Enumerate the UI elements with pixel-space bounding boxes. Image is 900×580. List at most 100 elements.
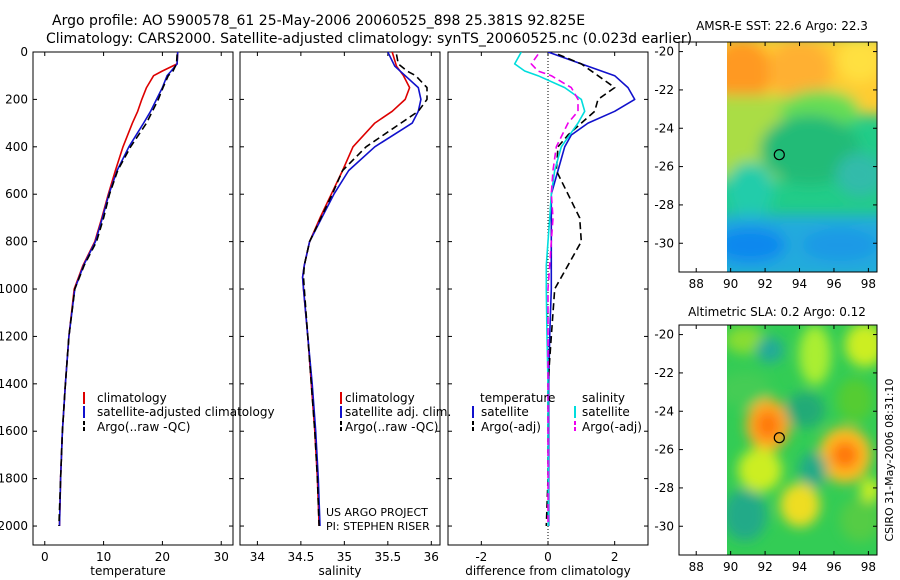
salinity-y-ticks [240, 51, 440, 527]
x-tick-label: 10 [96, 550, 111, 564]
map-x-tick-label: 88 [689, 560, 704, 574]
y-tick-label: 400 [5, 140, 28, 154]
difference-y-ticks [448, 51, 648, 527]
x-tick-label: 0 [544, 550, 552, 564]
legend-sal-argo-adj: Argo(-adj) [582, 420, 642, 434]
map-x-tick-label: 88 [689, 277, 704, 291]
legend-sal-satellite: satellite adj. clim. [345, 405, 451, 419]
sst-map-panel: AMSR-E SST: 22.6 Argo: 22.3 -20 -22 -24 -26… [654, 19, 878, 291]
y-tick-label: 1800 [0, 472, 28, 486]
difference-series [513, 52, 636, 527]
series-argo-raw-qc-line [302, 54, 428, 527]
x-tick-label: 34.5 [288, 550, 315, 564]
map-x-tick-label: 92 [757, 560, 772, 574]
map-y-tick-label: -28 [654, 198, 674, 212]
series-salinity-satellite-line [513, 52, 586, 526]
map-x-tick-label: 90 [723, 560, 738, 574]
series-salinity-argo-adj-line [530, 53, 579, 526]
y-tick-label: 600 [5, 187, 28, 201]
sst-argo-location-marker [773, 149, 785, 161]
map-x-tick-label: 90 [723, 277, 738, 291]
sla-map-title: Altimetric SLA: 0.2 Argo: 0.12 [688, 305, 866, 319]
x-tick-label: 35 [337, 550, 352, 564]
difference-xlabel: difference from climatology [465, 564, 631, 578]
legend-temp-satellite: satellite [481, 405, 529, 419]
sla-heatmap [727, 325, 877, 555]
temperature-legend: climatology satellite-adjusted climatolo… [83, 391, 275, 434]
map-y-tick-label: -22 [654, 366, 674, 380]
map-y-tick-label: -22 [654, 83, 674, 97]
legend-satellite-adjusted: satellite-adjusted climatology [97, 405, 275, 419]
legend-temperature-header: temperature [480, 391, 555, 405]
y-tick-label: 1600 [0, 424, 28, 438]
x-tick-label: 35.5 [374, 550, 401, 564]
x-tick-label: 2 [611, 550, 619, 564]
map-y-tick-label: -26 [654, 160, 674, 174]
temperature-panel: 0 200 400 600 800 1000 1200 1400 1600 1800 2000 0 1… [0, 45, 275, 578]
series-climatology-line [301, 52, 411, 527]
y-tick-label: 1000 [0, 282, 28, 296]
temperature-xlabel: temperature [90, 564, 165, 578]
series-argo-raw-qc-line [58, 54, 178, 527]
credit-line1: US ARGO PROJECT [326, 506, 428, 519]
legend-salinity-header: salinity [582, 391, 625, 405]
sla-map-x-ticks: 88 90 92 94 96 98 [689, 325, 876, 574]
y-tick-label: 200 [5, 92, 28, 106]
series-temperature-argo-adj-line [545, 53, 616, 527]
map-y-tick-label: -24 [654, 404, 674, 418]
x-tick-label: 36 [424, 550, 439, 564]
figure-title-line1: Argo profile: AO 5900578_61 25-May-2006 … [52, 13, 585, 29]
map-y-tick-label: -30 [654, 236, 674, 250]
y-tick-label: 800 [5, 235, 28, 249]
map-y-tick-label: -30 [654, 519, 674, 533]
y-tick-label: 2000 [0, 519, 28, 533]
map-x-tick-label: 94 [792, 560, 807, 574]
legend-sal-climatology: climatology [345, 391, 415, 405]
difference-panel: -2 0 2 difference from climatology tempera… [447, 51, 649, 578]
series-satellite-adjusted-climatology-line [58, 52, 179, 527]
temperature-series [58, 52, 179, 527]
map-x-tick-label: 96 [826, 277, 841, 291]
x-tick-label: 30 [214, 550, 229, 564]
map-y-tick-label: -20 [654, 328, 674, 342]
x-tick-label: 0 [41, 550, 49, 564]
salinity-xlabel: salinity [318, 564, 361, 578]
temperature-x-ticks: 0 10 20 30 [41, 52, 229, 564]
salinity-panel: 34 34.5 35 35.5 36 salinity climatology sate… [239, 51, 451, 578]
series-temperature-satellite-line [547, 52, 636, 526]
sst-map-x-ticks: 88 90 92 94 96 98 [689, 42, 876, 291]
x-tick-label: 34 [250, 550, 265, 564]
sla-map-frame [678, 324, 878, 556]
figure-title-line2: Climatology: CARS2000. Satellite-adjuste… [46, 31, 692, 47]
map-x-tick-label: 96 [826, 560, 841, 574]
legend-climatology: climatology [97, 391, 167, 405]
map-x-tick-label: 94 [792, 277, 807, 291]
y-tick-label: 1400 [0, 377, 28, 391]
map-y-tick-label: -28 [654, 481, 674, 495]
sla-map-y-ticks: -20 -22 -24 -26 -28 -30 [654, 328, 877, 533]
series-satellite-adj-clim-line [301, 52, 422, 527]
legend-temp-argo: Argo(-adj) [481, 420, 541, 434]
salinity-legend: climatology satellite adj. clim. Argo(..… [340, 391, 451, 434]
difference-legend: temperature satellite Argo(-adj) salinit… [472, 391, 642, 434]
map-x-tick-label: 98 [861, 277, 876, 291]
legend-sal-argo: Argo(..raw -QC) [345, 420, 438, 434]
y-tick-label: 1200 [0, 329, 28, 343]
x-tick-label: -2 [475, 550, 487, 564]
x-tick-label: 20 [155, 550, 170, 564]
salinity-x-ticks: 34 34.5 35 35.5 36 [250, 52, 439, 564]
sla-argo-location-marker [773, 432, 785, 444]
map-x-tick-label: 98 [861, 560, 876, 574]
salinity-series [301, 52, 428, 527]
salinity-axes-frame [239, 51, 441, 546]
map-y-tick-label: -24 [654, 121, 674, 135]
y-tick-label: 0 [20, 45, 28, 59]
temperature-axes-frame [32, 51, 234, 546]
temperature-y-ticks: 0 200 400 600 800 1000 1200 1400 1600 1800 2000 [0, 45, 233, 533]
sst-heatmap [727, 42, 877, 272]
credit-line2: PI: STEPHEN RISER [326, 520, 430, 533]
sst-map-frame [678, 41, 878, 273]
map-x-tick-label: 92 [757, 277, 772, 291]
map-y-tick-label: -26 [654, 443, 674, 457]
